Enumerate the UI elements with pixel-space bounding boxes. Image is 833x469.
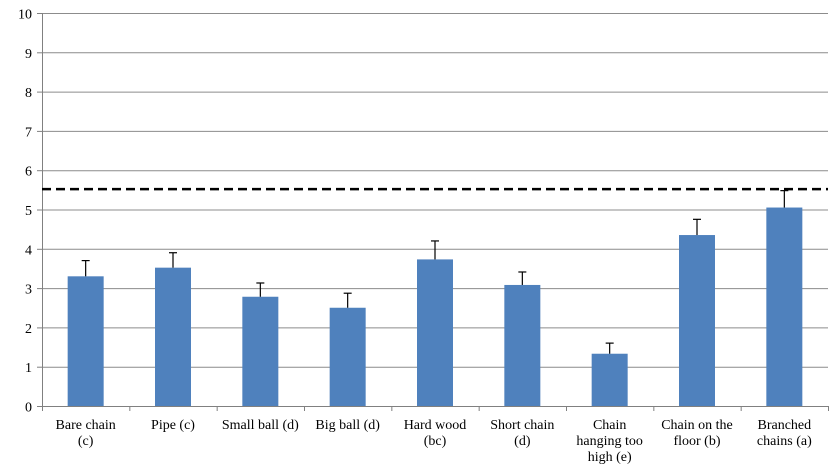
bar xyxy=(766,207,803,406)
x-tick-label: Chain hanging too high (e) xyxy=(576,418,643,465)
x-tick-label: Hard wood (bc) xyxy=(404,418,467,449)
error-bar xyxy=(605,342,614,354)
error-bar xyxy=(343,292,352,308)
y-tick-label: 1 xyxy=(25,361,32,376)
bars xyxy=(67,207,803,406)
x-tick-label: Pipe (c) xyxy=(151,418,195,433)
bar xyxy=(242,296,279,406)
y-axis: 0 1 2 3 4 5 6 7 8 9 10 xyxy=(18,8,43,416)
x-tick-label-line: Bare chain xyxy=(56,418,116,433)
x-axis: Bare chain (c) Pipe (c) Small ball (d) Big b… xyxy=(42,406,829,465)
error-bar xyxy=(431,240,439,260)
y-tick-label: 3 xyxy=(25,283,32,298)
x-tick-label-line: floor (b) xyxy=(673,434,720,449)
x-tick-label-line: Pipe (c) xyxy=(151,418,195,433)
bar xyxy=(417,259,453,406)
y-tick-label: 0 xyxy=(25,401,32,416)
error-bar xyxy=(256,282,265,297)
y-tick-label: 9 xyxy=(25,47,32,62)
x-tick-label-line: (d) xyxy=(514,434,531,449)
y-tick-label: 7 xyxy=(25,125,32,140)
x-tick-label: Chain on the floor (b) xyxy=(661,418,733,449)
bar xyxy=(679,235,715,406)
x-tick-label: Bare chain (c) xyxy=(56,418,116,449)
error-bars xyxy=(81,190,789,354)
x-tick-label: Branched chains (a) xyxy=(757,418,812,449)
x-tick-label-line: hanging too xyxy=(576,434,643,449)
bar xyxy=(67,276,104,406)
y-tick-label: 2 xyxy=(25,322,32,337)
error-bar xyxy=(693,218,701,236)
x-tick-label: Big ball (d) xyxy=(315,418,380,433)
x-tick-label-line: high (e) xyxy=(588,450,632,465)
y-tick-label: 4 xyxy=(25,243,32,258)
bar xyxy=(329,307,366,406)
error-bar xyxy=(169,252,177,268)
error-bar xyxy=(81,259,90,277)
x-tick-label-line: Big ball (d) xyxy=(315,418,380,433)
x-tick-label-line: Hard wood xyxy=(404,418,467,433)
error-bar xyxy=(780,190,789,208)
bar xyxy=(504,284,541,406)
x-tick-label-line: Branched xyxy=(758,418,812,433)
x-tick-label-line: Chain on the xyxy=(661,418,733,433)
x-tick-label-line: (c) xyxy=(78,434,94,449)
x-tick-label-line: Short chain xyxy=(490,418,554,433)
y-tick-label: 6 xyxy=(25,165,32,180)
bar xyxy=(155,267,191,406)
y-tick-label: 10 xyxy=(18,8,32,23)
y-tick-label: 5 xyxy=(25,204,32,219)
x-tick-label-line: chains (a) xyxy=(757,434,812,449)
x-tick-label: Small ball (d) xyxy=(222,418,299,433)
bar xyxy=(591,353,628,406)
x-tick-label-line: Small ball (d) xyxy=(222,418,299,433)
error-bar xyxy=(518,271,527,285)
x-tick-label-line: Chain xyxy=(593,418,626,433)
x-tick-label: Short chain (d) xyxy=(490,418,554,449)
y-tick-label: 8 xyxy=(25,86,32,101)
x-tick-label-line: (bc) xyxy=(424,434,447,449)
